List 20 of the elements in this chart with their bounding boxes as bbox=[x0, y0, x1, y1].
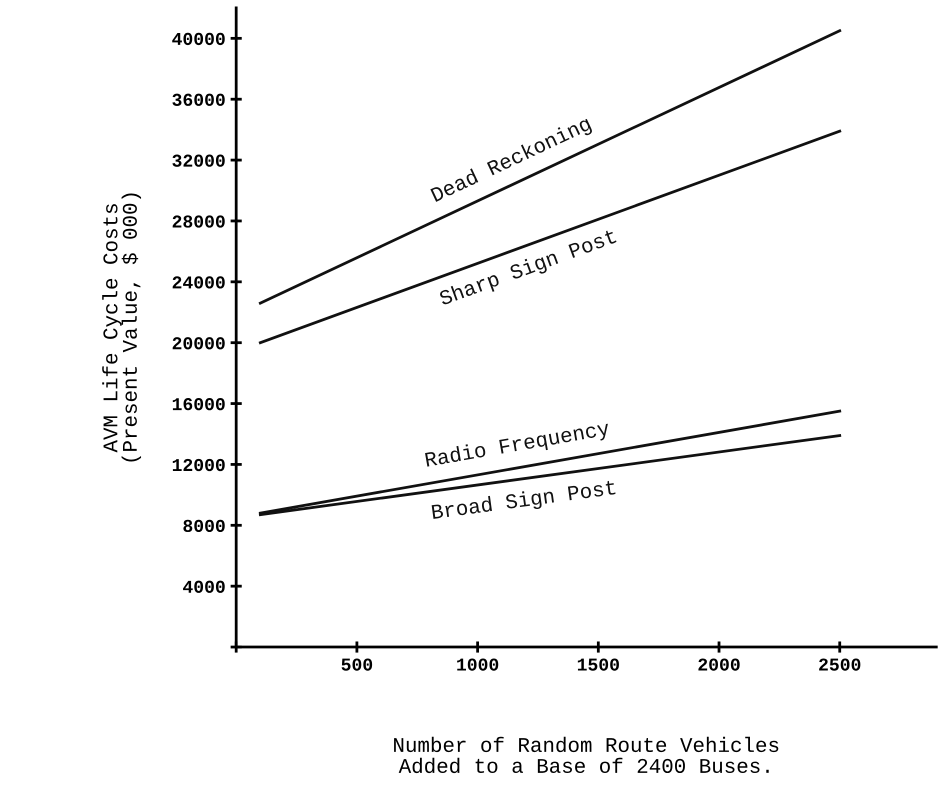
y-tick-label: 20000 bbox=[172, 337, 225, 350]
x-axis-title: Number of Random Route Vehicles Added to a Base of 2400 Buses. bbox=[394, 736, 778, 774]
y-tick-label: 36000 bbox=[172, 94, 225, 106]
y-tick-label: 4000 bbox=[183, 580, 225, 593]
x-tick-label: 2500 bbox=[819, 658, 860, 671]
x-tick-label: 2000 bbox=[698, 658, 740, 671]
x-tick-label: 500 bbox=[342, 658, 372, 671]
x-tick-label: 1500 bbox=[578, 658, 619, 671]
text: Broad Sign Post bbox=[431, 479, 616, 524]
x-tick-label: 1000 bbox=[457, 658, 498, 671]
y-axis-title: AVM Life Cycle Costs (Present Value, $ 000) bbox=[102, 193, 142, 462]
text: Radio Frequency bbox=[424, 420, 611, 471]
y-tick-label: 24000 bbox=[172, 276, 225, 289]
y-tick-label: 28000 bbox=[172, 215, 225, 228]
text: Sharp Sign Post bbox=[438, 228, 618, 310]
y-tick-label: 16000 bbox=[172, 398, 225, 410]
y-tick-label: 12000 bbox=[172, 458, 225, 472]
y-tick-label: 32000 bbox=[172, 154, 225, 167]
y-tick-label: 40000 bbox=[172, 32, 225, 46]
y-tick-label: 8000 bbox=[183, 520, 225, 532]
